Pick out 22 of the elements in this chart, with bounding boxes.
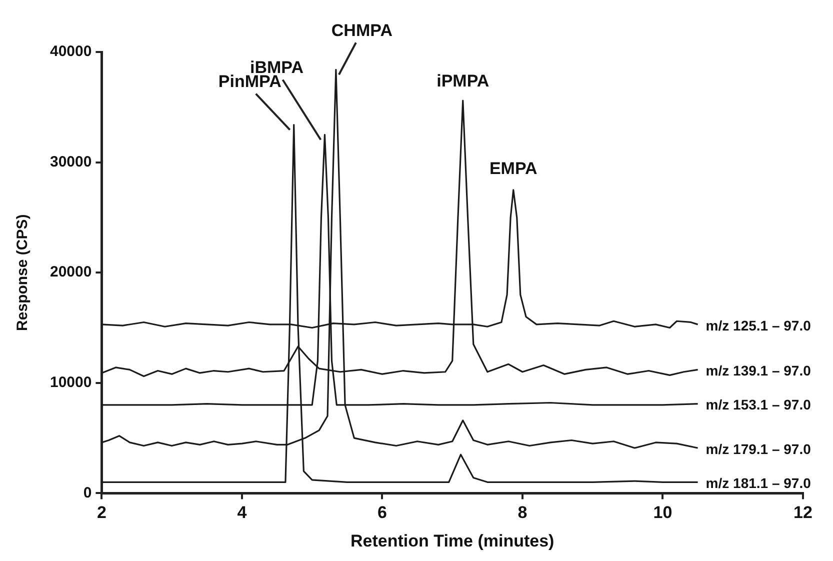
y-tick-label: 30000 (50, 153, 92, 170)
series-label: m/z 153.1 – 97.0 (706, 396, 812, 413)
x-tick-label: 10 (653, 503, 672, 522)
annotation: CHMPA (331, 20, 392, 40)
y-tick-label: 40000 (50, 43, 92, 60)
annotation: PinMPA (218, 72, 282, 91)
x-tick-label: 12 (794, 503, 812, 522)
y-axis-title: Response (CPS) (14, 214, 32, 331)
x-tick-label: 2 (96, 503, 106, 522)
series-label: m/z 181.1 – 97.0 (706, 475, 812, 492)
series-label: m/z 139.1 – 97.0 (706, 362, 812, 379)
series-label: m/z 125.1 – 97.0 (706, 317, 812, 334)
y-tick-label: 10000 (50, 374, 92, 392)
annotation: EMPA (489, 159, 538, 178)
series-label: m/z 179.1 – 97.0 (706, 440, 812, 457)
x-axis-title: Retention Time (minutes) (350, 531, 554, 550)
x-tick-label: 6 (377, 503, 387, 522)
y-tick-label: 0 (83, 484, 92, 502)
x-tick-label: 4 (237, 503, 248, 522)
x-tick-label: 8 (518, 503, 528, 522)
annotation: iPMPA (436, 72, 490, 91)
y-tick-label: 20000 (50, 264, 92, 281)
